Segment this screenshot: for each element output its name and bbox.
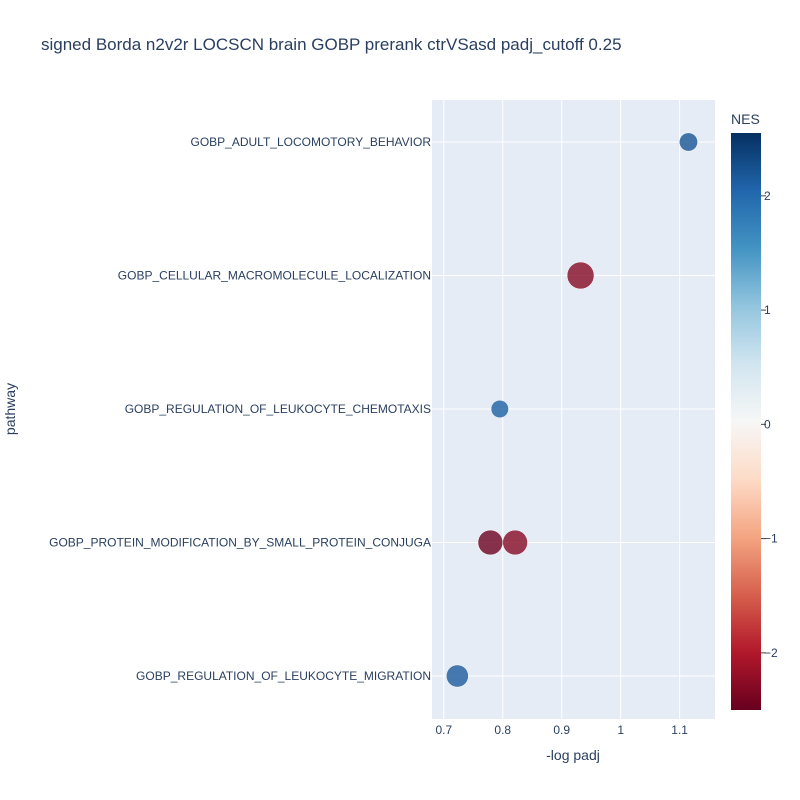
colorbar-tick-label: 2 bbox=[764, 189, 771, 203]
x-tick-label: 0.7 bbox=[435, 723, 452, 737]
data-point bbox=[566, 261, 595, 290]
colorbar-tick-label: −2 bbox=[764, 646, 778, 660]
data-point bbox=[490, 399, 509, 419]
y-tick-label: GOBP_PROTEIN_MODIFICATION_BY_SMALL_PROTE… bbox=[49, 536, 431, 550]
data-point bbox=[477, 529, 504, 556]
x-tick-label: 1.1 bbox=[671, 723, 688, 737]
data-point bbox=[679, 132, 698, 152]
colorbar-ticks: 2 1 0 −1 −2 bbox=[761, 189, 778, 660]
colorbar-tick-label: −1 bbox=[764, 532, 778, 546]
x-tick-labels: 0.7 0.8 0.9 1 1.1 bbox=[435, 723, 688, 737]
data-points bbox=[446, 132, 698, 688]
y-tick-labels: GOBP_ADULT_LOCOMOTORY_BEHAVIOR GOBP_CELLU… bbox=[49, 135, 431, 683]
y-tick-label: GOBP_REGULATION_OF_LEUKOCYTE_CHEMOTAXIS bbox=[125, 402, 431, 416]
colorbar-title: NES bbox=[731, 111, 760, 127]
colorbar-tick-label: 1 bbox=[764, 303, 771, 317]
y-tick-label: GOBP_CELLULAR_MACROMOLECULE_LOCALIZATION bbox=[118, 269, 431, 283]
x-tick-label: 1 bbox=[617, 723, 624, 737]
y-tick-label: GOBP_REGULATION_OF_LEUKOCYTE_MIGRATION bbox=[136, 669, 431, 683]
x-axis-title: -log padj bbox=[546, 747, 600, 763]
y-axis-title: pathway bbox=[2, 383, 18, 435]
y-tick-label: GOBP_ADULT_LOCOMOTORY_BEHAVIOR bbox=[190, 135, 431, 149]
x-tick-label: 0.8 bbox=[494, 723, 511, 737]
data-point bbox=[446, 664, 469, 688]
colorbar-tick-label: 0 bbox=[764, 417, 771, 431]
colorbar bbox=[731, 133, 761, 710]
chart-title: signed Borda n2v2r LOCSCN brain GOBP pre… bbox=[41, 35, 622, 54]
x-tick-label: 0.9 bbox=[553, 723, 570, 737]
data-point bbox=[502, 529, 528, 556]
